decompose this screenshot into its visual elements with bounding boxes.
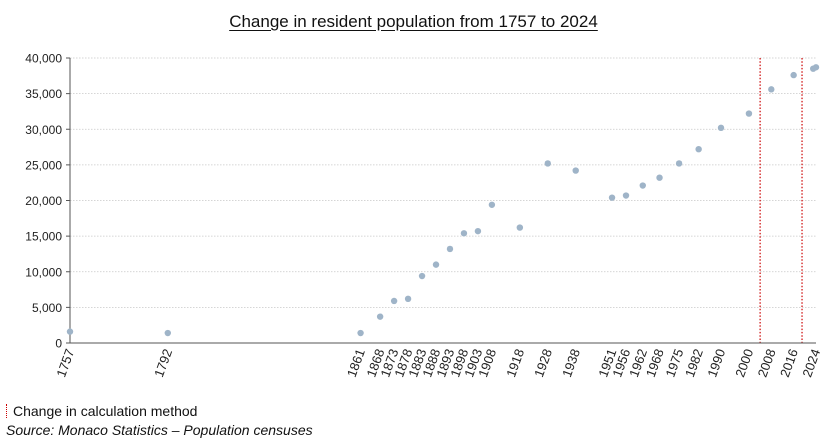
y-tick-label: 40,000	[25, 52, 62, 66]
x-tick-label: 1792	[151, 347, 175, 379]
data-point	[474, 227, 482, 235]
legend: Change in calculation method	[6, 403, 197, 419]
data-point	[460, 230, 468, 237]
data-point	[432, 261, 440, 268]
y-tick-labels: 0 5,000 10,000 15,000 20,000 25,000 30,000 35,0…	[25, 52, 62, 351]
y-tick-label: 30,000	[25, 123, 62, 137]
x-tick-label: 2008	[755, 347, 779, 379]
data-point	[768, 86, 775, 93]
data-point	[639, 182, 646, 189]
data-point	[656, 174, 663, 181]
data-point	[790, 71, 797, 79]
data-point	[357, 329, 364, 337]
data-point	[745, 110, 753, 117]
y-tick-label: 35,000	[25, 87, 62, 101]
y-tick-label: 25,000	[25, 158, 62, 172]
legend-label: Change in calculation method	[13, 403, 198, 419]
y-tick-label: 0	[55, 337, 62, 351]
x-tick-label: 1938	[559, 347, 583, 379]
data-point	[717, 124, 725, 132]
y-tick-label: 20,000	[25, 194, 62, 208]
axes	[66, 57, 816, 344]
data-point	[376, 313, 384, 320]
data-points	[66, 64, 820, 337]
y-tick-label: 15,000	[25, 230, 62, 244]
x-tick-label: 1990	[704, 347, 728, 379]
data-point	[608, 194, 616, 201]
y-tick-label: 5,000	[32, 301, 62, 315]
data-point	[544, 160, 551, 167]
grid-lines	[70, 57, 816, 308]
data-point	[446, 245, 454, 253]
x-tick-label: 1918	[503, 347, 527, 379]
data-point	[66, 328, 74, 335]
data-point	[418, 272, 426, 280]
data-point	[516, 224, 524, 231]
source-note: Source: Monaco Statistics – Population c…	[6, 422, 313, 438]
x-tick-label: 2024	[799, 347, 823, 379]
data-point	[488, 201, 496, 208]
data-point	[572, 167, 579, 174]
x-tick-label: 1757	[53, 347, 77, 379]
x-tick-labels: 1757 1792 18611868187318781883188818931898…	[53, 347, 823, 379]
data-point	[390, 297, 398, 305]
data-point	[404, 295, 412, 303]
y-tick-label: 10,000	[25, 265, 62, 279]
chart-title: Change in resident population from 1757 …	[229, 12, 598, 31]
data-point	[812, 64, 820, 71]
calculation-change-markers	[759, 58, 803, 343]
data-point	[622, 192, 630, 199]
legend-swatch-dotted-red	[6, 404, 7, 418]
x-tick-label: 2016	[777, 347, 801, 379]
data-point	[675, 160, 683, 167]
data-point	[695, 146, 702, 153]
data-point	[164, 329, 171, 337]
x-tick-label: 2000	[732, 347, 756, 379]
x-tick-label: 1928	[531, 347, 555, 379]
